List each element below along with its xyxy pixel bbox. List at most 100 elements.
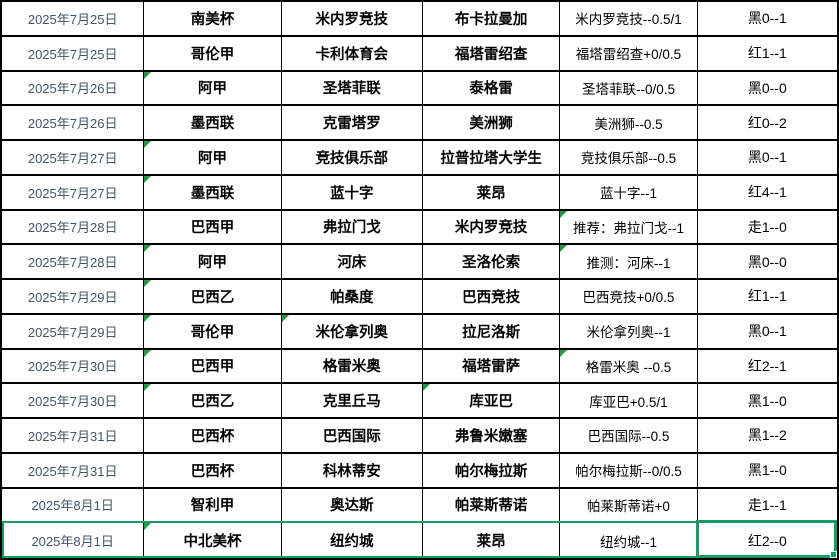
away-team-text: 福塔雷绍查: [454, 46, 528, 63]
cell-league[interactable]: 巴西杯: [144, 453, 282, 489]
cell-league[interactable]: 南美杯: [144, 2, 282, 37]
cell-handicap-tip[interactable]: 米伦拿列奥--1: [560, 314, 698, 350]
home-team-text: 巴西国际: [322, 428, 381, 445]
cell-result[interactable]: 黑1--2: [697, 419, 837, 454]
cell-match-date[interactable]: 2025年7月31日: [2, 453, 145, 489]
cell-handicap-tip[interactable]: 蓝十字--1: [560, 175, 698, 211]
cell-league[interactable]: 阿甲: [144, 141, 282, 176]
cell-handicap-tip[interactable]: 美洲狮--0.5: [560, 106, 698, 141]
cell-league[interactable]: 墨西联: [144, 106, 282, 141]
cell-match-date[interactable]: 2025年7月27日: [2, 175, 145, 211]
cell-home-team[interactable]: 克里丘马: [281, 384, 423, 419]
cell-match-date[interactable]: 2025年7月26日: [2, 71, 145, 107]
cell-away-team[interactable]: 米内罗竞技: [422, 210, 561, 246]
handicap-tip-text: 竞技俱乐部--0.5: [580, 151, 677, 167]
cell-result[interactable]: 黑1--0: [697, 384, 837, 419]
cell-away-team[interactable]: 库亚巴: [422, 384, 561, 419]
cell-home-team[interactable]: 米伦拿列奥: [281, 314, 423, 350]
cell-away-team[interactable]: 莱昂: [422, 175, 561, 211]
cell-away-team[interactable]: 拉尼洛斯: [422, 314, 561, 350]
cell-away-team[interactable]: 美洲狮: [422, 106, 561, 141]
cell-result[interactable]: 红1--1: [697, 280, 837, 315]
cell-handicap-tip[interactable]: 帕尔梅拉斯--0/0.5: [560, 453, 698, 489]
cell-result[interactable]: 黑1--0: [697, 453, 837, 489]
cell-home-team[interactable]: 纽约城: [281, 523, 423, 558]
cell-league[interactable]: 哥伦甲: [144, 314, 282, 350]
cell-league[interactable]: 巴西杯: [144, 419, 282, 454]
cell-match-date[interactable]: 2025年7月28日: [2, 210, 145, 246]
cell-home-team[interactable]: 竞技俱乐部: [281, 141, 423, 176]
cell-away-team[interactable]: 圣洛伦索: [422, 245, 561, 280]
cell-home-team[interactable]: 弗拉门戈: [281, 210, 423, 246]
cell-away-team[interactable]: 布卡拉曼加: [422, 2, 561, 37]
cell-home-team[interactable]: 蓝十字: [281, 175, 423, 211]
cell-handicap-tip[interactable]: 巴西竞技+0/0.5: [560, 280, 698, 315]
cell-match-date[interactable]: 2025年7月25日: [2, 2, 145, 37]
cell-away-team[interactable]: 弗鲁米嫩塞: [422, 419, 561, 454]
selection-fill-handle[interactable]: [830, 551, 837, 558]
cell-handicap-tip[interactable]: 圣塔菲联--0/0.5: [560, 71, 698, 107]
cell-match-date[interactable]: 2025年7月31日: [2, 419, 145, 454]
cell-league[interactable]: 阿甲: [144, 245, 282, 280]
cell-home-team[interactable]: 奥达斯: [281, 488, 423, 524]
cell-away-team[interactable]: 巴西竞技: [422, 280, 561, 315]
cell-handicap-tip[interactable]: 推荐：弗拉门戈--1: [560, 210, 698, 246]
cell-league[interactable]: 智利甲: [144, 488, 282, 524]
cell-home-team[interactable]: 格雷米奥: [281, 349, 423, 385]
cell-result[interactable]: 走1--1: [697, 488, 837, 524]
cell-away-team[interactable]: 福塔雷萨: [422, 349, 561, 385]
cell-result[interactable]: 红2--0: [697, 523, 837, 558]
cell-away-team[interactable]: 福塔雷绍查: [422, 36, 561, 72]
cell-handicap-tip[interactable]: 库亚巴+0.5/1: [560, 384, 698, 419]
cell-match-date[interactable]: 2025年8月1日: [2, 523, 145, 558]
cell-match-date[interactable]: 2025年7月25日: [2, 36, 145, 72]
cell-result[interactable]: 黑0--1: [697, 141, 837, 176]
cell-away-team[interactable]: 帕莱斯蒂诺: [422, 488, 561, 524]
cell-away-team[interactable]: 帕尔梅拉斯: [422, 453, 561, 489]
cell-handicap-tip[interactable]: 巴西国际--0.5: [560, 419, 698, 454]
cell-match-date[interactable]: 2025年7月27日: [2, 141, 145, 176]
cell-away-team[interactable]: 拉普拉塔大学生: [422, 141, 561, 176]
cell-match-date[interactable]: 2025年7月30日: [2, 384, 145, 419]
cell-league[interactable]: 巴西乙: [144, 384, 282, 419]
cell-home-team[interactable]: 科林蒂安: [281, 453, 423, 489]
cell-away-team[interactable]: 泰格雷: [422, 71, 561, 107]
cell-away-team[interactable]: 莱昂: [422, 523, 561, 558]
cell-result[interactable]: 红2--1: [697, 349, 837, 385]
cell-match-date[interactable]: 2025年7月30日: [2, 349, 145, 385]
cell-home-team[interactable]: 克雷塔罗: [281, 106, 423, 141]
cell-home-team[interactable]: 圣塔菲联: [281, 71, 423, 107]
cell-home-team[interactable]: 米内罗竞技: [281, 2, 423, 37]
cell-league[interactable]: 中北美杯: [144, 523, 282, 558]
cell-match-date[interactable]: 2025年7月29日: [2, 280, 145, 315]
cell-league[interactable]: 巴西甲: [144, 210, 282, 246]
cell-home-team[interactable]: 河床: [281, 245, 423, 280]
cell-home-team[interactable]: 帕桑度: [281, 280, 423, 315]
cell-match-date[interactable]: 2025年8月1日: [2, 488, 145, 524]
cell-handicap-tip[interactable]: 格雷米奥 --0.5: [560, 349, 698, 385]
cell-handicap-tip[interactable]: 福塔雷绍查+0/0.5: [560, 36, 698, 72]
cell-league[interactable]: 哥伦甲: [144, 36, 282, 72]
cell-result[interactable]: 黑0--0: [697, 71, 837, 107]
cell-league[interactable]: 墨西联: [144, 175, 282, 211]
cell-result[interactable]: 走1--0: [697, 210, 837, 246]
cell-match-date[interactable]: 2025年7月28日: [2, 245, 145, 280]
cell-handicap-tip[interactable]: 帕莱斯蒂诺+0: [560, 488, 698, 524]
cell-match-date[interactable]: 2025年7月26日: [2, 106, 145, 141]
cell-league[interactable]: 巴西甲: [144, 349, 282, 385]
cell-result[interactable]: 红1--1: [697, 36, 837, 72]
cell-handicap-tip[interactable]: 纽约城--1: [560, 523, 698, 558]
cell-match-date[interactable]: 2025年7月29日: [2, 314, 145, 350]
cell-result[interactable]: 黑0--1: [697, 314, 837, 350]
cell-handicap-tip[interactable]: 推测：河床--1: [560, 245, 698, 280]
cell-home-team[interactable]: 巴西国际: [281, 419, 423, 454]
cell-handicap-tip[interactable]: 米内罗竞技--0.5/1: [560, 2, 698, 37]
cell-result[interactable]: 红4--1: [697, 175, 837, 211]
cell-result[interactable]: 黑0--0: [697, 245, 837, 280]
cell-league[interactable]: 阿甲: [144, 71, 282, 107]
cell-result[interactable]: 黑0--1: [697, 2, 837, 37]
cell-result[interactable]: 红0--2: [697, 106, 837, 141]
cell-league[interactable]: 巴西乙: [144, 280, 282, 315]
cell-handicap-tip[interactable]: 竞技俱乐部--0.5: [560, 141, 698, 176]
cell-home-team[interactable]: 卡利体育会: [281, 36, 423, 72]
